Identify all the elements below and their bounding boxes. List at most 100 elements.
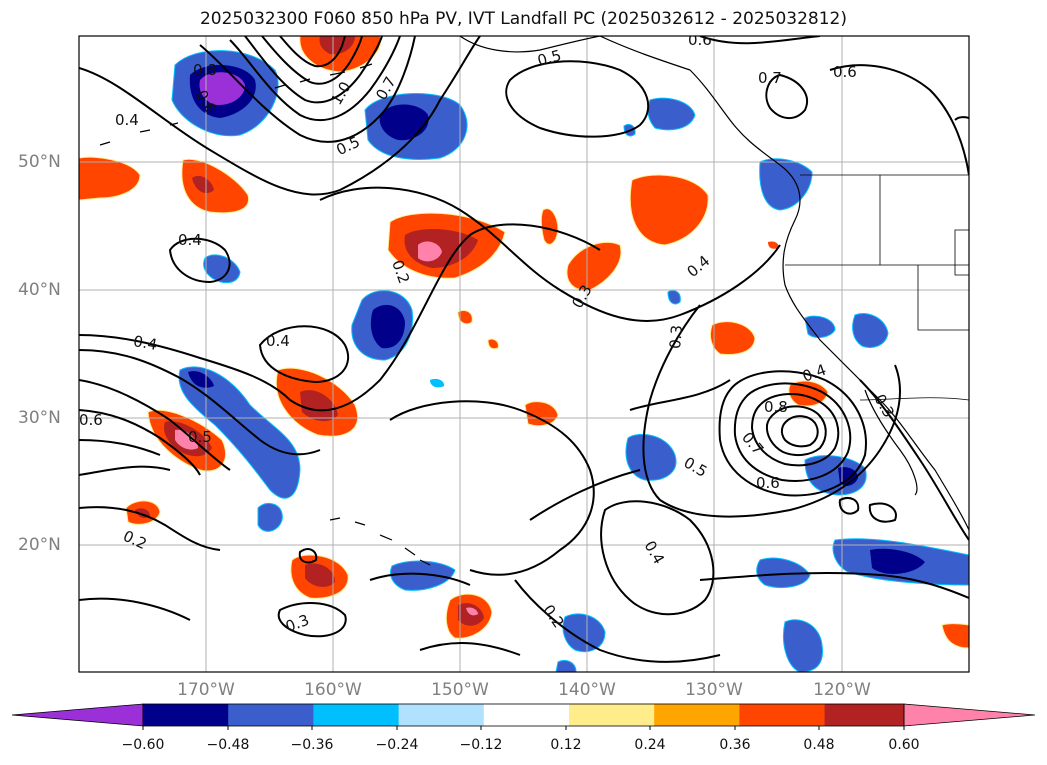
contour-line [529, 469, 641, 521]
colorbar-segment [739, 704, 826, 726]
anomaly-blob [300, 390, 338, 422]
colorbar-border [142, 703, 905, 727]
contour-line [258, 325, 350, 384]
colorbar-tick-label: −0.36 [290, 737, 334, 753]
contour-line [79, 349, 321, 456]
anomaly-blob [647, 97, 696, 131]
colorbar-tick-label: 0.36 [719, 737, 751, 753]
anomaly-blob [487, 338, 499, 350]
contour-line [765, 73, 808, 119]
contour-line [765, 405, 827, 457]
lon-label-140w: 140°W [558, 680, 616, 700]
contour-line [718, 370, 867, 497]
contour-label: 0.5 [188, 428, 212, 446]
anomaly-blob [181, 158, 250, 214]
contour-label: 0.6 [79, 411, 103, 429]
anomaly-blob [838, 467, 858, 486]
lat-label-50n: 50°N [18, 152, 61, 172]
lon-label-170w: 170°W [177, 680, 235, 700]
contour-line [859, 379, 969, 541]
contour-line [199, 36, 416, 143]
anomaly-blob [804, 315, 836, 338]
contour-label: 0.3 [666, 324, 686, 349]
contour-line [514, 579, 721, 663]
contour-line [699, 571, 969, 599]
anomaly-blob [175, 429, 198, 450]
anomaly-blob [788, 380, 829, 407]
anomaly-blob [709, 321, 756, 355]
colorbar-tick-label: 0.60 [888, 737, 920, 753]
anomaly-blob [188, 371, 214, 388]
anomaly-blob [852, 313, 889, 348]
contour-line [319, 186, 781, 322]
negative-pv-anomalies [171, 50, 969, 672]
colorbar-segment [313, 704, 400, 726]
lat-label-40n: 40°N [18, 280, 61, 300]
anomaly-blob [555, 659, 577, 672]
contour-label: 0.4 [178, 231, 202, 249]
lon-label-150w: 150°W [431, 680, 489, 700]
north-america-coast [599, 36, 969, 531]
map-background [79, 36, 969, 672]
contour-line [79, 597, 191, 621]
contour-line [79, 465, 171, 476]
anomaly-blob [305, 563, 335, 587]
colorbar-extend-low [11, 703, 144, 727]
anomaly-blob [466, 607, 478, 616]
colorbar-tick-label: 0.24 [634, 737, 666, 753]
baja-california [864, 389, 918, 496]
contour-line [298, 548, 318, 564]
contour-label: 0.6 [688, 31, 712, 49]
contour-line [838, 497, 860, 515]
anomaly-blob [79, 156, 141, 201]
contour-line [79, 506, 221, 551]
contour-line [79, 409, 201, 476]
anomaly-blob [756, 557, 811, 588]
colorbar-segment [228, 704, 314, 726]
contour-label: 0.6 [833, 63, 857, 81]
lon-label-160w: 160°W [304, 680, 362, 700]
colorbar-segment [398, 704, 485, 726]
lat-label-30n: 30°N [18, 408, 61, 428]
contour-line [750, 393, 840, 467]
contour-line [505, 60, 650, 138]
contour-label: 0.4 [266, 332, 290, 350]
anomaly-blob [199, 72, 245, 106]
colorbar-tick-label: −0.12 [459, 737, 503, 753]
contour-line [79, 379, 231, 471]
anomaly-blob [524, 401, 559, 427]
lon-label-120w: 120°W [813, 680, 871, 700]
contour-line [279, 36, 346, 68]
anomaly-blob [379, 104, 429, 141]
colorbar-tick-label: 0.48 [803, 737, 835, 753]
contour-line [829, 64, 969, 176]
anomaly-blob [759, 158, 813, 211]
contour-line [600, 500, 715, 616]
colorbar-segment [143, 704, 229, 726]
contour-line [79, 439, 161, 456]
colorbar-tick-label: −0.48 [206, 737, 250, 753]
colorbar [11, 703, 1036, 730]
contour-line [389, 400, 595, 576]
colorbar-extend-high [903, 703, 1036, 727]
state-border [954, 229, 969, 276]
contour-line [780, 415, 819, 448]
colorbar-tick-label: 0.12 [550, 737, 582, 753]
coastlines [99, 36, 969, 566]
contour-line [229, 36, 401, 122]
lon-label-130w: 130°W [685, 680, 743, 700]
contour-line [868, 502, 897, 523]
political-boundaries [785, 174, 969, 401]
colorbar-segment [654, 704, 740, 726]
contour-line [699, 36, 821, 45]
contour-line [79, 36, 481, 196]
contour-line [277, 602, 347, 638]
lat-label-20n: 20°N [18, 535, 61, 555]
contour-label: 0.8 [193, 61, 217, 79]
contour-line [369, 572, 471, 586]
anomaly-blob [192, 175, 214, 194]
state-border [859, 397, 969, 401]
colorbar-tick-label: −0.60 [121, 737, 165, 753]
contour-line [642, 304, 901, 518]
